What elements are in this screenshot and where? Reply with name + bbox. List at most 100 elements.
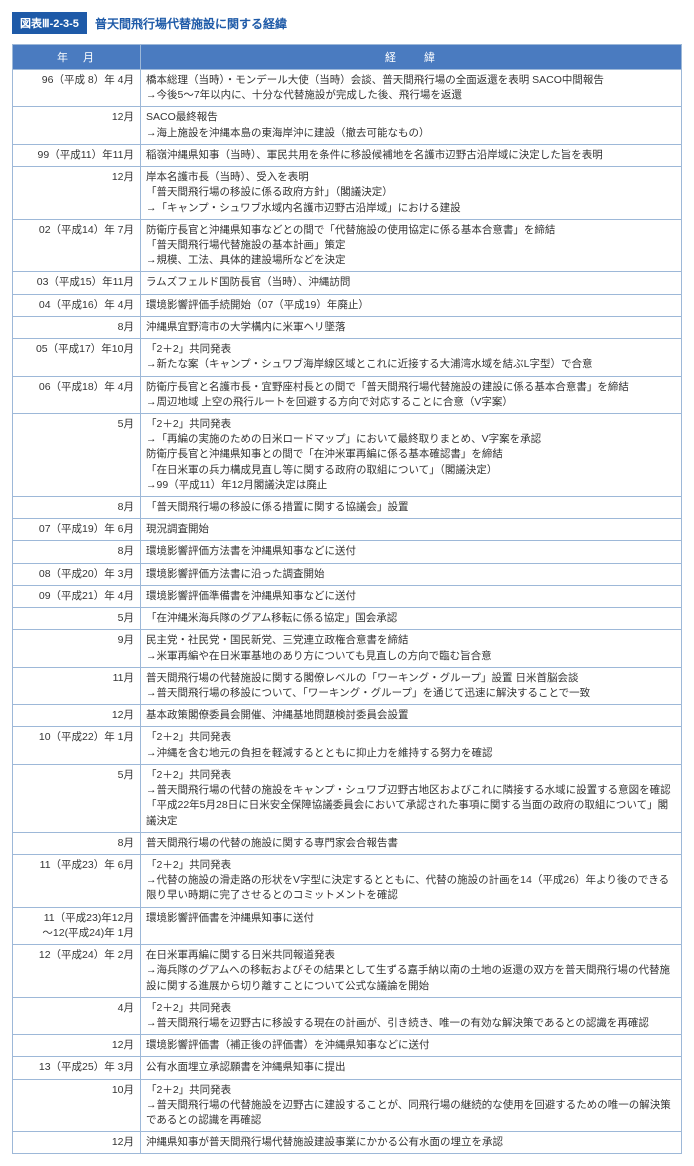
table-row: 8月沖縄県宜野湾市の大学構内に米軍ヘリ墜落 — [13, 316, 682, 338]
content-line: 環境影響評価書（補正後の評価書）を沖縄県知事などに送付 — [146, 1038, 676, 1053]
content-cell: SACO最終報告→海上施設を沖縄本島の東海岸沖に建設（撤去可能なもの） — [141, 107, 682, 144]
content-cell: 防衛庁長官と名護市長・宜野座村長との間で「普天間飛行場代替施設の建設に係る基本合… — [141, 376, 682, 413]
table-row: 12月環境影響評価書（補正後の評価書）を沖縄県知事などに送付 — [13, 1035, 682, 1057]
content-line: →普天間飛行場の代替施設を辺野古に建設することが、同飛行場の継続的な使用を回避す… — [146, 1098, 676, 1128]
table-row: 06（平成18）年 4月防衛庁長官と名護市長・宜野座村長との間で「普天間飛行場代… — [13, 376, 682, 413]
content-line: →普天間飛行場の代替の施設をキャンプ・シュワブ辺野古地区およびこれに隣接する水域… — [146, 783, 676, 798]
table-row: 8月普天間飛行場の代替の施設に関する専門家会合報告書 — [13, 832, 682, 854]
date-cell: 11（平成23)年12月 ～12(平成24)年 1月 — [13, 907, 141, 944]
content-cell: 民主党・社民党・国民新党、三党連立政権合意書を締結→米軍再編や在日米軍基地のあり… — [141, 630, 682, 667]
content-line: 「2＋2」共同発表 — [146, 342, 676, 357]
content-line: 「普天間飛行場の移設に係る措置に関する協議会」設置 — [146, 500, 676, 515]
date-cell: 8月 — [13, 316, 141, 338]
content-cell: 沖縄県知事が普天間飛行場代替施設建設事業にかかる公有水面の埋立を承認 — [141, 1132, 682, 1154]
content-line: 在日米軍再編に関する日米共同報道発表 — [146, 948, 676, 963]
content-line: 環境影響評価書を沖縄県知事に送付 — [146, 911, 676, 926]
timeline-table: 年 月 経 緯 96（平成 8）年 4月橋本総理（当時）・モンデール大使（当時）… — [12, 44, 682, 1154]
content-line: 岸本名護市長（当時）、受入を表明 — [146, 170, 676, 185]
content-line: →米軍再編や在日米軍基地のあり方についても見直しの方向で臨む旨合意 — [146, 649, 676, 664]
date-cell: 5月 — [13, 413, 141, 496]
content-cell: 岸本名護市長（当時）、受入を表明「普天間飛行場の移設に係る政府方針」（閣議決定）… — [141, 167, 682, 220]
table-body: 96（平成 8）年 4月橋本総理（当時）・モンデール大使（当時）会談、普天間飛行… — [13, 70, 682, 1154]
content-line: 普天間飛行場の代替施設に関する閣僚レベルの「ワーキング・グループ」設置 日米首脳… — [146, 671, 676, 686]
content-line: →海上施設を沖縄本島の東海岸沖に建設（撤去可能なもの） — [146, 126, 676, 141]
header-date: 年 月 — [13, 45, 141, 70]
date-cell: 13（平成25）年 3月 — [13, 1057, 141, 1079]
date-cell: 03（平成15）年11月 — [13, 272, 141, 294]
date-cell: 10（平成22）年 1月 — [13, 727, 141, 764]
content-line: 橋本総理（当時）・モンデール大使（当時）会談、普天間飛行場の全面返還を表明 SA… — [146, 73, 676, 88]
content-cell: 環境影響評価手続開始（07（平成19）年廃止） — [141, 294, 682, 316]
content-cell: 橋本総理（当時）・モンデール大使（当時）会談、普天間飛行場の全面返還を表明 SA… — [141, 70, 682, 107]
date-cell: 12月 — [13, 1035, 141, 1057]
content-line: 稲嶺沖縄県知事（当時）、軍民共用を条件に移設候補地を名護市辺野古沿岸域に決定した… — [146, 148, 676, 163]
content-line: 沖縄県宜野湾市の大学構内に米軍ヘリ墜落 — [146, 320, 676, 335]
content-line: 「2＋2」共同発表 — [146, 858, 676, 873]
figure-badge: 図表Ⅲ-2-3-5 — [12, 12, 87, 34]
content-line: 防衛庁長官と名護市長・宜野座村長との間で「普天間飛行場代替施設の建設に係る基本合… — [146, 380, 676, 395]
content-line: SACO最終報告 — [146, 110, 676, 125]
table-row: 11月普天間飛行場の代替施設に関する閣僚レベルの「ワーキング・グループ」設置 日… — [13, 667, 682, 704]
content-cell: 公有水面埋立承認願書を沖縄県知事に提出 — [141, 1057, 682, 1079]
content-cell: 「2＋2」共同発表→新たな案（キャンプ・シュワブ海岸線区域とこれに近接する大浦湾… — [141, 339, 682, 376]
table-row: 9月民主党・社民党・国民新党、三党連立政権合意書を締結→米軍再編や在日米軍基地の… — [13, 630, 682, 667]
header-content: 経 緯 — [141, 45, 682, 70]
content-line: 「2＋2」共同発表 — [146, 1001, 676, 1016]
table-row: 12月岸本名護市長（当時）、受入を表明「普天間飛行場の移設に係る政府方針」（閣議… — [13, 167, 682, 220]
date-cell: 05（平成17）年10月 — [13, 339, 141, 376]
date-cell: 8月 — [13, 832, 141, 854]
date-cell: 5月 — [13, 608, 141, 630]
table-row: 12月基本政策閣僚委員会開催、沖縄基地問題検討委員会設置 — [13, 705, 682, 727]
date-cell: 12月 — [13, 1132, 141, 1154]
content-line: →代替の施設の滑走路の形状をV字型に決定するとともに、代替の施設の計画を14（平… — [146, 873, 676, 903]
content-line: 環境影響評価方法書に沿った調査開始 — [146, 567, 676, 582]
date-cell: 08（平成20）年 3月 — [13, 563, 141, 585]
content-line: 「2＋2」共同発表 — [146, 417, 676, 432]
date-cell: 99（平成11）年11月 — [13, 144, 141, 166]
date-cell: 9月 — [13, 630, 141, 667]
content-cell: 「2＋2」共同発表→「再編の実施のための日米ロードマップ」において最終取りまとめ… — [141, 413, 682, 496]
date-cell: 10月 — [13, 1079, 141, 1132]
date-cell: 96（平成 8）年 4月 — [13, 70, 141, 107]
content-cell: 沖縄県宜野湾市の大学構内に米軍ヘリ墜落 — [141, 316, 682, 338]
content-line: 普天間飛行場の代替の施設に関する専門家会合報告書 — [146, 836, 676, 851]
content-line: →周辺地域 上空の飛行ルートを回避する方向で対応することに合意（V字案） — [146, 395, 676, 410]
content-cell: 「2＋2」共同発表→代替の施設の滑走路の形状をV字型に決定するとともに、代替の施… — [141, 854, 682, 907]
content-cell: 環境影響評価準備書を沖縄県知事などに送付 — [141, 585, 682, 607]
content-cell: 環境影響評価書（補正後の評価書）を沖縄県知事などに送付 — [141, 1035, 682, 1057]
content-line: 「在沖縄米海兵隊のグアム移転に係る協定」国会承認 — [146, 611, 676, 626]
figure-title-row: 図表Ⅲ-2-3-5 普天間飛行場代替施設に関する経緯 — [12, 12, 682, 34]
content-line: 「普天間飛行場代替施設の基本計画」策定 — [146, 238, 676, 253]
date-cell: 04（平成16）年 4月 — [13, 294, 141, 316]
content-cell: 「在沖縄米海兵隊のグアム移転に係る協定」国会承認 — [141, 608, 682, 630]
content-cell: 「2＋2」共同発表→普天間飛行場の代替の施設をキャンプ・シュワブ辺野古地区および… — [141, 764, 682, 832]
table-row: 05（平成17）年10月「2＋2」共同発表→新たな案（キャンプ・シュワブ海岸線区… — [13, 339, 682, 376]
table-row: 02（平成14）年 7月防衛庁長官と沖縄県知事などとの間で「代替施設の使用協定に… — [13, 219, 682, 272]
table-row: 8月環境影響評価方法書を沖縄県知事などに送付 — [13, 541, 682, 563]
date-cell: 06（平成18）年 4月 — [13, 376, 141, 413]
content-cell: 普天間飛行場の代替施設に関する閣僚レベルの「ワーキング・グループ」設置 日米首脳… — [141, 667, 682, 704]
table-row: 10月「2＋2」共同発表→普天間飛行場の代替施設を辺野古に建設することが、同飛行… — [13, 1079, 682, 1132]
content-line: →普天間飛行場の移設について、「ワーキング・グループ」を通じて迅速に解決すること… — [146, 686, 676, 701]
content-cell: 環境影響評価方法書を沖縄県知事などに送付 — [141, 541, 682, 563]
date-cell: 07（平成19）年 6月 — [13, 519, 141, 541]
table-row: 96（平成 8）年 4月橋本総理（当時）・モンデール大使（当時）会談、普天間飛行… — [13, 70, 682, 107]
content-line: →普天間飛行場を辺野古に移設する現在の計画が、引き続き、唯一の有効な解決策である… — [146, 1016, 676, 1031]
content-line: →「再編の実施のための日米ロードマップ」において最終取りまとめ、V字案を承認 — [146, 432, 676, 447]
table-row: 99（平成11）年11月稲嶺沖縄県知事（当時）、軍民共用を条件に移設候補地を名護… — [13, 144, 682, 166]
content-line: ラムズフェルド国防長官（当時）、沖縄訪問 — [146, 275, 676, 290]
content-cell: 基本政策閣僚委員会開催、沖縄基地問題検討委員会設置 — [141, 705, 682, 727]
table-row: 12月SACO最終報告→海上施設を沖縄本島の東海岸沖に建設（撤去可能なもの） — [13, 107, 682, 144]
table-row: 12月沖縄県知事が普天間飛行場代替施設建設事業にかかる公有水面の埋立を承認 — [13, 1132, 682, 1154]
content-cell: 現況調査開始 — [141, 519, 682, 541]
content-cell: 「2＋2」共同発表→普天間飛行場を辺野古に移設する現在の計画が、引き続き、唯一の… — [141, 997, 682, 1034]
content-line: →「キャンプ・シュワブ水域内名護市辺野古沿岸域」における建設 — [146, 201, 676, 216]
content-line: 「平成22年5月28日に日米安全保障協議委員会において承認された事項に関する当面… — [146, 798, 676, 828]
content-line: 「2＋2」共同発表 — [146, 1083, 676, 1098]
content-line: 環境影響評価準備書を沖縄県知事などに送付 — [146, 589, 676, 604]
content-cell: 防衛庁長官と沖縄県知事などとの間で「代替施設の使用協定に係る基本合意書」を締結「… — [141, 219, 682, 272]
content-line: 「2＋2」共同発表 — [146, 730, 676, 745]
content-cell: ラムズフェルド国防長官（当時）、沖縄訪問 — [141, 272, 682, 294]
content-cell: 「2＋2」共同発表→普天間飛行場の代替施設を辺野古に建設することが、同飛行場の継… — [141, 1079, 682, 1132]
date-cell: 12月 — [13, 167, 141, 220]
